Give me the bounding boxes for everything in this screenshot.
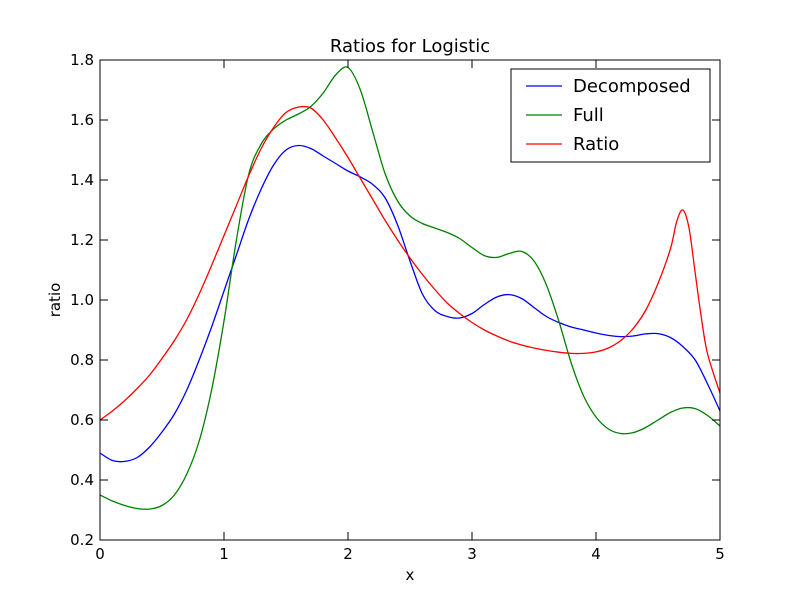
ticks-layer: 0 1 2 3 4 5 0.2 0.4 0.6 0.8 1.0 1.2 1.4 1.6 1.8 [70,51,725,563]
y-axis-label: ratio [46,283,64,318]
series-line-decomposed [100,144,720,463]
x-tick-label: 3 [467,545,477,563]
y-tick-label: 1.2 [70,231,94,249]
x-axis-label: x [406,566,415,584]
series-line-ratio [100,105,720,421]
chart-title: Ratios for Logistic [330,36,490,57]
y-tick-label: 0.8 [70,351,94,369]
y-tick-label: 1.8 [70,51,94,69]
legend-label-full: Full [573,105,604,126]
y-tick-label: 1.0 [70,291,94,309]
x-tick-label: 1 [219,545,229,563]
y-tick-label: 0.2 [70,531,94,549]
series-layer [100,66,720,510]
y-tick-label: 1.6 [70,111,94,129]
y-tick-label: 1.4 [70,171,94,189]
legend-label-ratio: Ratio [573,134,619,155]
x-tick-label: 5 [715,545,725,563]
x-tick-label: 0 [95,545,105,563]
plot-area-frame [99,59,721,541]
y-tick-label: 0.6 [70,411,94,429]
x-tick-label: 4 [591,545,601,563]
y-tick-label: 0.4 [70,471,94,489]
legend: Decomposed Full Ratio [510,68,711,163]
series-line-full [100,66,720,510]
legend-label-decomposed: Decomposed [573,76,691,97]
x-tick-label: 2 [343,545,353,563]
